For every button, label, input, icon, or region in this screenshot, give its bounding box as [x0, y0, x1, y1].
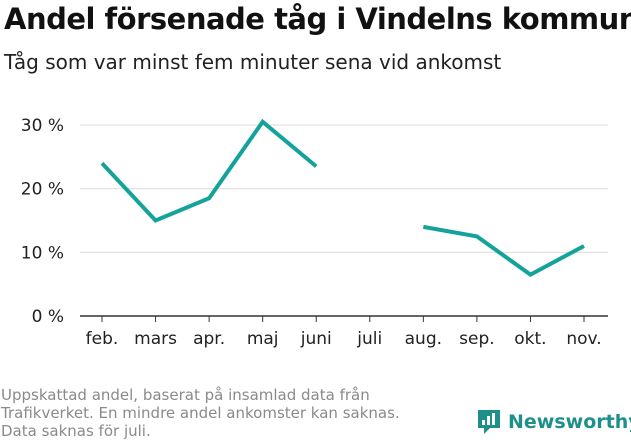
footnote-line-1: Uppskattad andel, baserat på insamlad da…	[1, 386, 370, 404]
y-tick-label: 10 %	[21, 243, 64, 263]
x-tick-label: nov.	[566, 329, 601, 349]
chart-title: Andel försenade tåg i Vindelns kommun	[4, 2, 631, 36]
newsworthy-logo-icon	[478, 410, 500, 434]
footnote-line-3: Data saknas för juli.	[1, 422, 151, 440]
y-tick-label: 0 %	[32, 307, 64, 327]
y-tick-label: 20 %	[21, 180, 64, 200]
x-tick-label: apr.	[193, 329, 225, 349]
x-tick-label: okt.	[514, 329, 546, 349]
x-tick-label: sep.	[459, 329, 495, 349]
series-lines	[100, 118, 585, 277]
x-tick-label: aug.	[405, 329, 442, 349]
x-tick-label: juli	[356, 329, 382, 349]
y-tick-label: 30 %	[21, 116, 64, 136]
x-tick-label: feb.	[86, 329, 119, 349]
brand-name: Newsworthy	[508, 411, 631, 433]
footnote: Uppskattad andel, baserat på insamlad da…	[1, 386, 441, 440]
gridlines	[80, 124, 608, 317]
x-axis-ticks: feb. mars apr. maj juni juli aug. sep. okt. nov.	[86, 316, 602, 349]
series-line-segment	[422, 224, 585, 277]
brand-logo: Newsworthy	[476, 408, 631, 436]
x-tick-label: mars	[134, 329, 177, 349]
line-chart: 0 % 10 % 20 % 30 % feb. mars apr. maj juni juli a…	[21, 116, 608, 349]
x-tick-label: juni	[300, 329, 332, 349]
series-line-segment	[100, 118, 318, 223]
y-axis-ticks: 0 % 10 % 20 % 30 %	[21, 116, 64, 327]
chart-subtitle: Tåg som var minst fem minuter sena vid a…	[4, 50, 502, 74]
footnote-line-2: Trafikverket. En mindre andel ankomster …	[1, 404, 400, 422]
x-tick-label: maj	[247, 329, 279, 349]
